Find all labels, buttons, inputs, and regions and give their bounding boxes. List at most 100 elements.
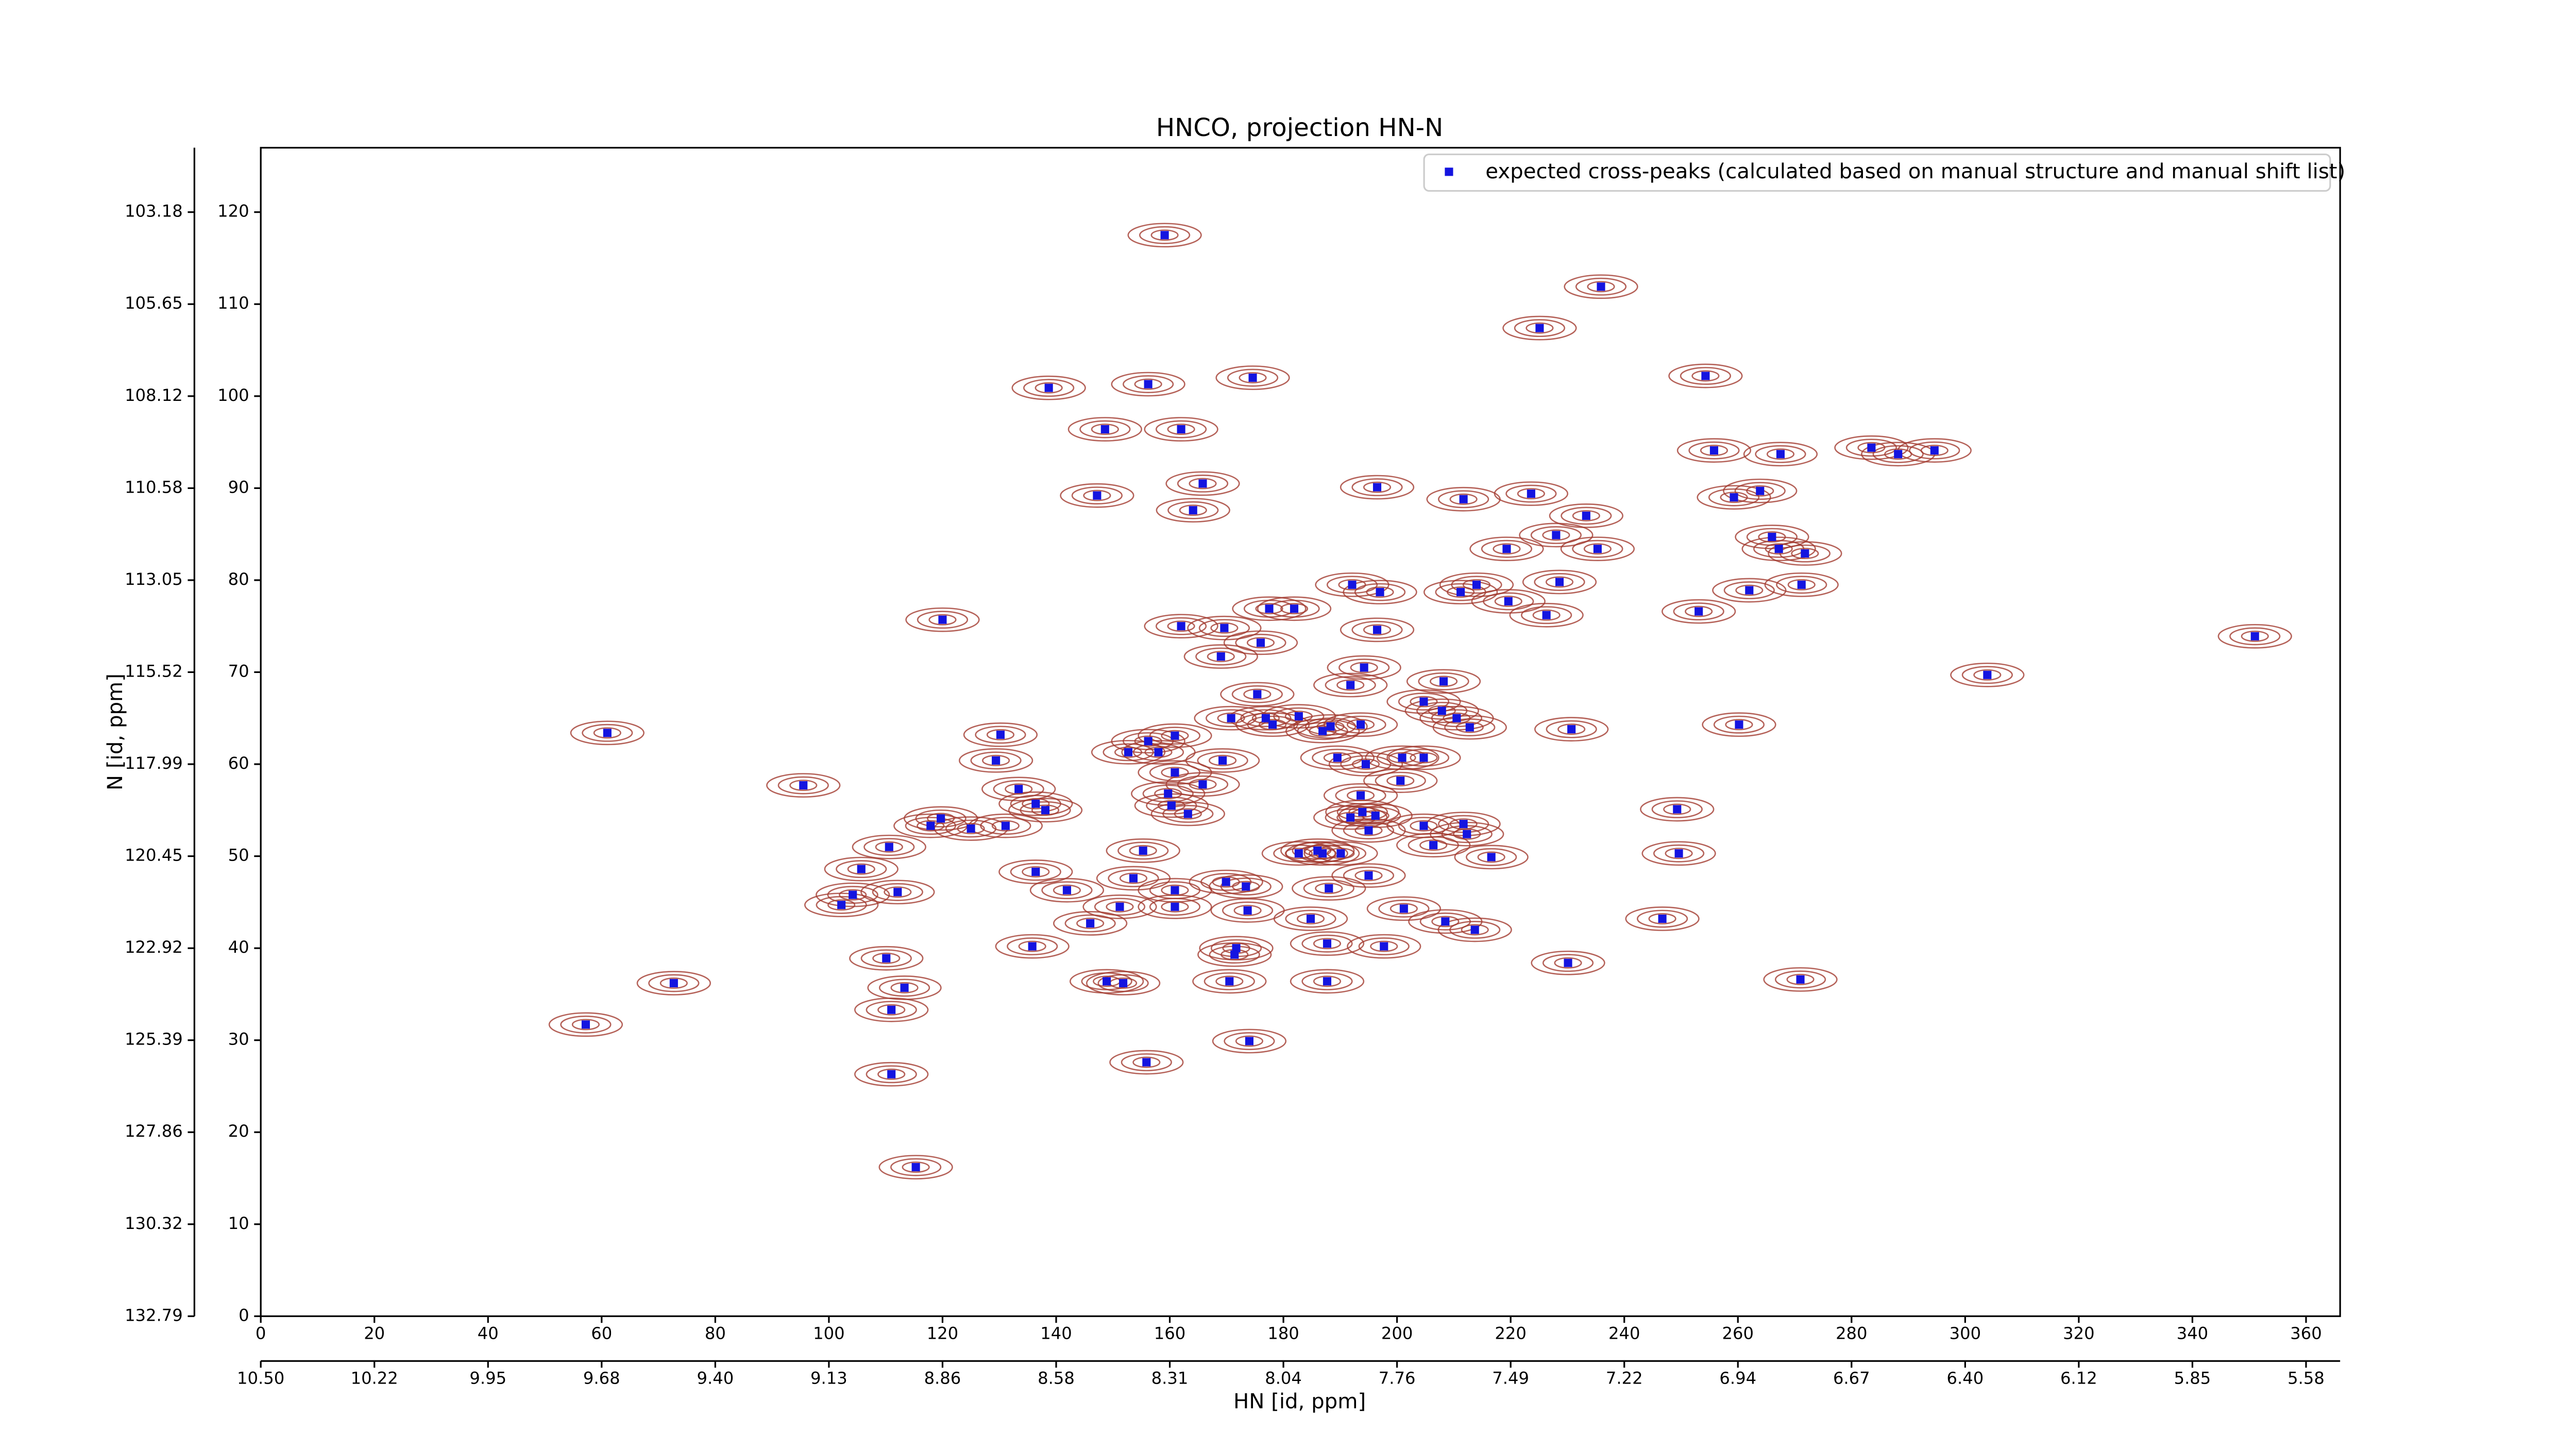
x2-tick-label: 8.31 (1151, 1369, 1189, 1388)
peak-contour (1358, 937, 1410, 955)
y2-tick-label: 122.92 (125, 937, 183, 957)
peak-contour (1313, 938, 1342, 950)
peak-contour (1035, 382, 1063, 394)
cross-peak (1564, 958, 1572, 967)
y2-tick-label: 127.86 (125, 1121, 183, 1141)
peak-contour (1231, 685, 1283, 703)
axis-layer: 0 20 40 60 80 100 120 140 160 180 200 220 240 260 280 3… (125, 201, 2325, 1388)
peak-contour (1336, 679, 1365, 691)
peak-contour (852, 834, 926, 860)
peak-contour (1177, 775, 1229, 794)
cross-peak (1290, 604, 1299, 613)
cross-peak (1306, 914, 1315, 923)
y-tick-label: 90 (228, 477, 249, 497)
peak-contour (1389, 903, 1418, 915)
cross-peak (1673, 805, 1682, 814)
cross-peak (1124, 748, 1133, 756)
x2-tick-label: 5.58 (2287, 1369, 2325, 1388)
y-tick-label: 80 (228, 569, 249, 589)
peak-contour (1502, 315, 1577, 341)
cross-peak (926, 821, 935, 830)
peak-contour (1410, 820, 1438, 832)
cross-peak (1323, 939, 1332, 948)
peak-contour (957, 823, 985, 834)
peak-contour (1735, 584, 1764, 596)
peak-contour (1741, 536, 1816, 562)
peak-contour (1197, 751, 1248, 770)
cross-peak (1735, 720, 1743, 729)
peak-contour (854, 997, 929, 1022)
x-tick-label: 260 (1722, 1324, 1754, 1343)
x-tick-label: 360 (2290, 1324, 2321, 1343)
cross-peak (1103, 977, 1111, 986)
chart-title: HNCO, projection HN-N (1156, 113, 1443, 142)
cross-peak (1171, 768, 1179, 777)
peak-contour (1509, 602, 1584, 628)
peak-contour (1167, 501, 1219, 519)
cross-peak (1115, 902, 1124, 911)
peak-contour (1640, 797, 1715, 822)
x-tick-label: 40 (478, 1324, 499, 1343)
peak-contour (1165, 772, 1240, 797)
peak-contour (1119, 872, 1148, 884)
peak-contour (789, 780, 818, 791)
peak-contour (1530, 526, 1582, 544)
peak-contour (1312, 749, 1363, 767)
peak-contour (1572, 510, 1600, 521)
peak-contour (1091, 739, 1166, 765)
peak-contour (1232, 596, 1307, 621)
cross-peak (1567, 725, 1576, 734)
peak-contour (1303, 841, 1378, 866)
peak-contour (1768, 541, 1842, 566)
peak-contour (1688, 441, 1740, 460)
peak-contour (1449, 920, 1501, 939)
cross-peak (1894, 450, 1903, 459)
cross-peak (1171, 886, 1179, 895)
peak-contour (1431, 916, 1460, 928)
peak-contour (878, 979, 930, 997)
peak-contour (593, 727, 621, 739)
cross-peak (1356, 720, 1365, 729)
peak-contour (1123, 375, 1174, 393)
peak-contour (1386, 689, 1461, 714)
peak-contour (1149, 727, 1201, 745)
peak-contour (1461, 924, 1489, 936)
cross-peak (1801, 549, 1809, 558)
peak-contour (1720, 492, 1748, 503)
cross-peak (1437, 706, 1446, 715)
peak-contour (659, 977, 688, 989)
peak-contour (1455, 721, 1484, 733)
cross-peak (1346, 813, 1355, 822)
peak-contour (1763, 967, 1838, 992)
peak-contour (1139, 226, 1191, 244)
cross-peak (1797, 580, 1806, 589)
cross-peak (1867, 443, 1876, 452)
peak-contour (1195, 647, 1247, 666)
peak-contour (1301, 934, 1353, 953)
peak-contour (816, 882, 890, 907)
cross-peak (1399, 904, 1408, 913)
peak-contour (1755, 445, 1806, 463)
peak-contour (1766, 448, 1795, 460)
cross-peak (1459, 819, 1468, 829)
peak-contour (1011, 375, 1086, 400)
x2-tick-label: 6.12 (2060, 1369, 2097, 1388)
peak-contour (1494, 595, 1522, 607)
peak-contour (1167, 424, 1195, 435)
peak-contour (1444, 718, 1496, 736)
y-tick-label: 10 (228, 1214, 249, 1233)
cross-peak (1756, 486, 1765, 495)
cross-peak (967, 824, 975, 833)
cross-peak (893, 888, 902, 897)
peak-contour (1526, 322, 1554, 334)
cross-peak (996, 730, 1005, 739)
cross-peak (1242, 882, 1250, 891)
peak-contour (986, 729, 1014, 740)
cross-peak (1171, 731, 1179, 740)
cross-peak (1745, 586, 1754, 595)
peak-contour (1961, 666, 2013, 684)
peak-contour (1787, 579, 1816, 591)
peak-contour (1301, 972, 1353, 990)
peak-contour (1338, 659, 1390, 677)
